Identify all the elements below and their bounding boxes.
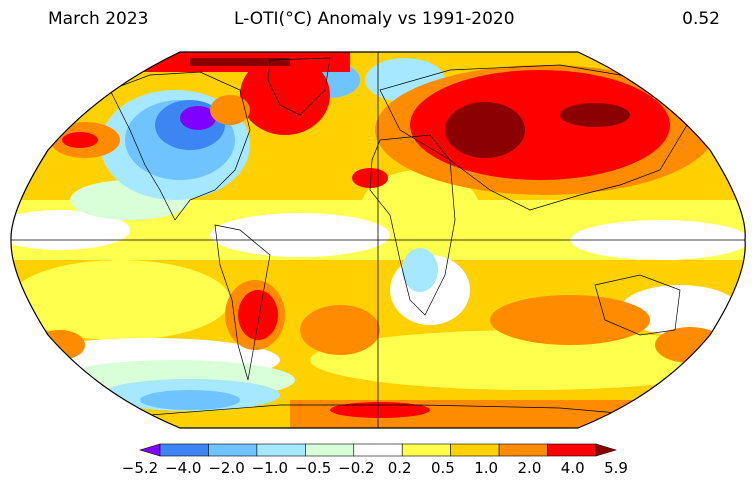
colorbar-tick-label: 0.5 bbox=[431, 459, 455, 477]
colorbar-cell bbox=[138, 443, 161, 457]
colorbar-cell bbox=[595, 443, 618, 457]
colorbar-tick-label: −0.5 bbox=[295, 459, 331, 477]
colorbar-cell bbox=[498, 443, 548, 457]
colorbar-tick-label: −2.0 bbox=[208, 459, 244, 477]
colorbar-tick-label: 0.2 bbox=[388, 459, 412, 477]
colorbar-cell bbox=[159, 443, 209, 457]
colorbar-tick-label: 1.0 bbox=[474, 459, 498, 477]
colorbar-cell bbox=[353, 443, 403, 457]
colorbar-tick-label: 4.0 bbox=[561, 459, 585, 477]
colorbar-tick-label: −4.0 bbox=[165, 459, 201, 477]
map-title: L-OTI(°C) Anomaly vs 1991-2020 bbox=[234, 9, 515, 29]
colorbar-tick-label: 2.0 bbox=[518, 459, 542, 477]
colorbar-tick-label: 5.9 bbox=[604, 459, 628, 477]
global-mean-anomaly: 0.52 bbox=[682, 9, 720, 29]
colorbar-cell bbox=[256, 443, 306, 457]
colorbar-cell bbox=[450, 443, 500, 457]
colorbar-tick-label: −0.2 bbox=[338, 459, 374, 477]
coastlines bbox=[109, 57, 691, 416]
colorbar-tick-label: −5.2 bbox=[122, 459, 158, 477]
colorbar-cell bbox=[208, 443, 258, 457]
colorbar-cell bbox=[547, 443, 597, 457]
map-date: March 2023 bbox=[48, 9, 149, 29]
colorbar-cell bbox=[401, 443, 451, 457]
colorbar-cell bbox=[305, 443, 355, 457]
colorbar-tick-label: −1.0 bbox=[252, 459, 288, 477]
globe-outline bbox=[10, 51, 746, 429]
